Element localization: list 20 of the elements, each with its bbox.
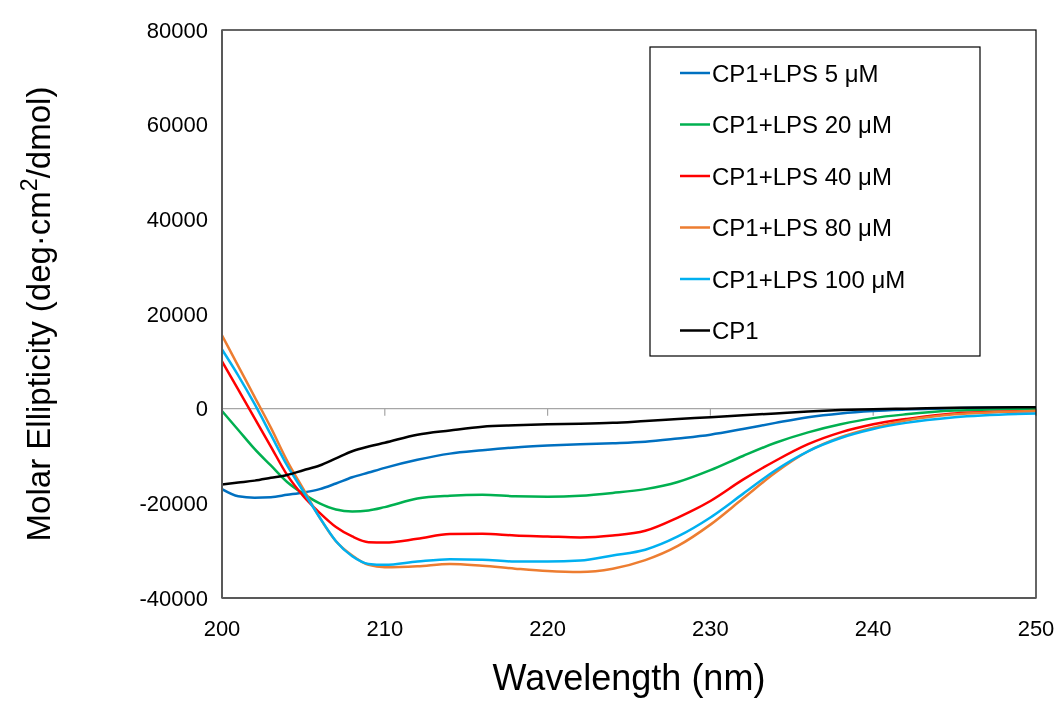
x-tick-label: 200 xyxy=(203,615,241,641)
legend-label: CP1 xyxy=(712,317,759,344)
x-tick-label: 250 xyxy=(1017,615,1055,641)
y-tick-label: 40000 xyxy=(146,206,208,232)
x-tick-label: 230 xyxy=(692,615,729,641)
y-tick-label: 60000 xyxy=(146,112,208,138)
y-tick-label: -20000 xyxy=(139,490,208,516)
x-tick-label: 210 xyxy=(366,615,404,641)
legend-label: CP1+LPS 5 μM xyxy=(712,59,879,87)
legend-label: CP1+LPS 20 μM xyxy=(712,111,892,138)
x-axis-title: Wavelength (nm) xyxy=(492,657,766,698)
y-tick-label: 20000 xyxy=(146,301,208,327)
x-tick-label: 240 xyxy=(854,615,892,641)
y-tick-label: -40000 xyxy=(139,585,208,611)
legend-label: CP1+LPS 40 μM xyxy=(712,162,892,190)
legend-label: CP1+LPS 80 μM xyxy=(712,214,892,241)
y-tick-label: 0 xyxy=(195,396,208,422)
x-tick-label: 220 xyxy=(529,615,566,641)
legend-label: CP1+LPS 100 μM xyxy=(712,265,906,293)
y-tick-label: 80000 xyxy=(146,17,208,43)
